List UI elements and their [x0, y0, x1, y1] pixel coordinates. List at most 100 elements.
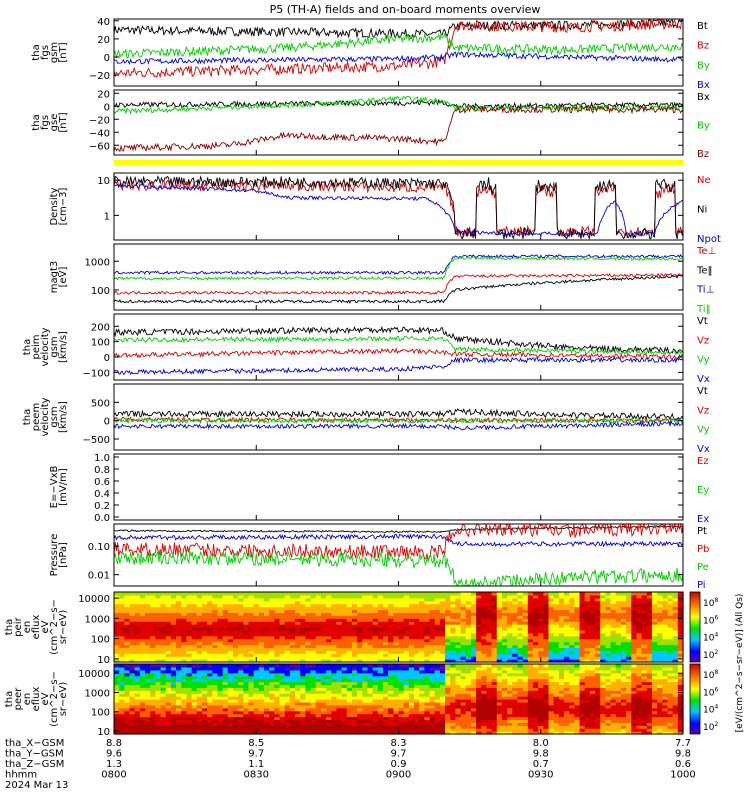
heatmap-cell	[626, 592, 632, 596]
heatmap-cell	[279, 696, 286, 700]
heatmap-cell	[517, 731, 524, 735]
heatmap-cell	[538, 638, 544, 643]
heatmap-cell	[388, 627, 394, 631]
heatmap-cell	[300, 624, 306, 628]
heatmap-cell	[238, 624, 244, 628]
heatmap-cell	[326, 731, 332, 735]
heatmap-cell	[414, 684, 420, 688]
heatmap-cell	[227, 627, 234, 631]
heatmap-cell	[631, 594, 638, 599]
heatmap-cell	[145, 656, 151, 660]
heatmap-cell	[584, 624, 591, 628]
heatmap-cell	[315, 666, 322, 671]
heatmap-cell	[124, 612, 131, 616]
heatmap-cell	[522, 728, 529, 732]
heatmap-cell	[496, 627, 503, 631]
heatmap-cell	[512, 659, 519, 663]
heatmap-cell	[595, 600, 601, 605]
heatmap-cell	[367, 641, 374, 646]
heatmap-cell	[532, 725, 539, 729]
heatmap-cell	[527, 641, 534, 646]
heatmap-cell	[248, 597, 255, 602]
heatmap-cell	[398, 600, 405, 605]
heatmap-cell	[155, 650, 162, 654]
heatmap-cell	[357, 659, 363, 663]
heatmap-cell	[517, 707, 524, 712]
heatmap-cell	[326, 629, 332, 634]
heatmap-cell	[336, 704, 343, 709]
heatmap-cell	[310, 606, 317, 611]
heatmap-cell	[331, 681, 338, 686]
heatmap-cell	[258, 635, 265, 640]
heatmap-cell	[584, 638, 591, 643]
heatmap-cell	[522, 707, 529, 712]
heatmap-cell	[264, 681, 270, 686]
heatmap-cell	[351, 603, 358, 608]
heatmap-cell	[496, 615, 503, 619]
heatmap-cell	[155, 656, 162, 660]
heatmap-cell	[129, 704, 136, 709]
heatmap-cell	[165, 672, 172, 677]
heatmap-cell	[284, 672, 291, 677]
heatmap-cell	[667, 621, 674, 625]
heatmap-cell	[217, 728, 224, 732]
heatmap-cell	[238, 669, 244, 674]
heatmap-cell	[388, 612, 394, 616]
heatmap-cell	[253, 707, 260, 712]
heatmap-cell	[150, 647, 156, 651]
heatmap-cell	[279, 690, 286, 694]
heatmap-cell	[258, 644, 265, 649]
heatmap-cell	[176, 669, 182, 674]
heatmap-cell	[346, 699, 353, 703]
heatmap-cell	[124, 681, 131, 686]
heatmap-cell	[139, 594, 146, 599]
heatmap-cell	[114, 713, 120, 718]
heatmap-cell	[217, 701, 224, 706]
heatmap-cell	[501, 632, 508, 637]
heatmap-cell	[631, 612, 638, 616]
heatmap-cell	[269, 659, 275, 663]
heatmap-cell	[232, 618, 239, 622]
heatmap-cell	[672, 609, 679, 614]
heatmap-cell	[310, 699, 317, 703]
heatmap-cell	[181, 693, 188, 697]
heatmap-cell	[269, 666, 275, 671]
heatmap-cell	[455, 597, 462, 602]
heatmap-cell	[465, 719, 472, 723]
heatmap-cell	[227, 701, 234, 706]
heatmap-cell	[532, 656, 539, 660]
heatmap-cell	[481, 638, 488, 643]
heatmap-cell	[372, 728, 379, 732]
heatmap-cell	[176, 629, 182, 634]
heatmap-cell	[512, 731, 519, 735]
heatmap-cell	[336, 722, 343, 726]
heatmap-cell	[336, 716, 343, 721]
heatmap-cell	[450, 690, 456, 694]
heatmap-cell	[181, 731, 188, 735]
heatmap-cell	[522, 597, 529, 602]
heatmap-cell	[315, 609, 322, 614]
heatmap-cell	[295, 659, 301, 663]
heatmap-cell	[155, 725, 162, 729]
heatmap-cell	[610, 627, 617, 631]
heatmap-cell	[217, 693, 224, 697]
heatmap-cell	[238, 618, 244, 622]
heatmap-cell	[139, 650, 146, 654]
heatmap-cell	[212, 713, 219, 718]
heatmap-cell	[196, 603, 203, 608]
heatmap-cell	[615, 621, 622, 625]
heatmap-cell	[434, 731, 441, 735]
heatmap-cell	[403, 659, 410, 663]
heatmap-cell	[424, 603, 431, 608]
heatmap-cell	[558, 669, 565, 674]
heatmap-cell	[357, 693, 363, 697]
heatmap-cell	[569, 638, 575, 643]
heatmap-cell	[232, 731, 239, 735]
heatmap-cell	[351, 615, 358, 619]
heatmap-cell	[222, 672, 229, 677]
heatmap-cell	[155, 644, 162, 649]
heatmap-cell	[403, 725, 410, 729]
y-tick-label: 10	[97, 655, 110, 666]
heatmap-cell	[129, 666, 136, 671]
heatmap-cell	[124, 650, 131, 654]
